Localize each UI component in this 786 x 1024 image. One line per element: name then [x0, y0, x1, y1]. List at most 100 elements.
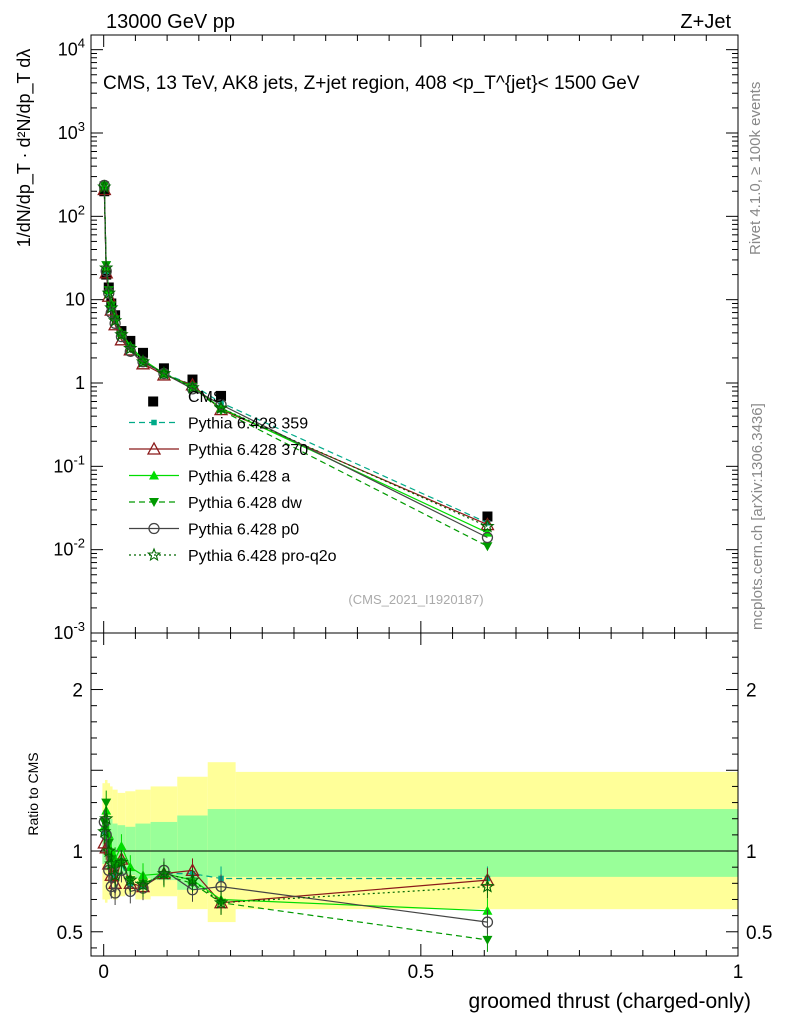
legend-marker-pq2o	[146, 547, 162, 562]
ratio-point-pq2o	[135, 877, 151, 892]
y-tick-label: 102	[58, 202, 85, 226]
cms-data-point	[216, 390, 227, 401]
main-panel: 10-3 10-2 10-1 1 10 102 103 104 CMS, 13 TeV, AK…	[53, 34, 739, 643]
ratio-point-pq2o	[101, 843, 116, 858]
main-point-pq2o	[135, 354, 151, 368]
legend-marker-pa	[149, 470, 159, 480]
legend-marker-pdw	[149, 498, 159, 507]
ratio-point-pq2o	[185, 872, 200, 887]
main-point-pp0	[215, 398, 227, 411]
ratio-frame	[90, 632, 739, 957]
ratio-y-axis-label: Ratio to CMS	[25, 752, 41, 835]
ratio-point-pq2o	[480, 879, 495, 893]
main-point-pq2o	[156, 366, 172, 380]
ratio-point-pq2o	[104, 856, 119, 871]
main-frame	[90, 34, 739, 634]
ratio-point-pp0	[109, 887, 121, 899]
ratio-point-pq2o	[99, 811, 114, 825]
legend-label: Pythia 6.428 p0	[188, 522, 299, 539]
main-point-pq2o	[123, 340, 138, 355]
ratio-point-pq2o	[108, 867, 123, 882]
main-point-pp0	[186, 383, 199, 395]
ratio-point-pa	[116, 841, 127, 851]
x-tick-label: 1	[733, 962, 744, 983]
main-point-pp0	[109, 317, 121, 329]
uncertainty-band-inner	[207, 809, 236, 877]
legend-label: Pythia 6.428 359	[188, 416, 308, 433]
main-point-pq2o	[185, 380, 200, 394]
ratio-y-tick-label-right: 2	[746, 681, 757, 702]
main-line-pq2o	[103, 186, 488, 527]
main-point-pdw	[106, 301, 117, 311]
main-point-pq2o	[99, 260, 114, 275]
ratio-y-tick-label: 1	[72, 842, 83, 863]
legend-label: Pythia 6.428 a	[188, 469, 290, 486]
main-line-pa	[103, 186, 488, 534]
ratio-point-pq2o	[213, 895, 229, 909]
main-point-pdw	[482, 542, 493, 552]
y-tick-exponent: -1	[73, 452, 85, 467]
y-tick-label: 10	[65, 290, 85, 310]
y-tick-exponent: 4	[78, 36, 85, 51]
main-point-pq2o	[213, 400, 229, 415]
mcplots-label: mcplots.cern.ch [arXiv:1306.3436]	[749, 403, 766, 630]
uncertainty-band-inner	[102, 821, 105, 864]
main-point-pp0	[115, 330, 128, 343]
ratio-point-pq2o	[123, 872, 138, 887]
main-line-p359	[103, 186, 488, 524]
main-point-pq2o	[104, 300, 119, 314]
main-point-pq2o	[114, 327, 129, 341]
legend: CMS Pythia 6.428 359 Pythia 6.428 370 Pythi…	[129, 389, 337, 565]
cms-data-point	[138, 347, 149, 358]
ratio-point-pa	[125, 862, 136, 872]
ratio-y-tick-label: 2	[72, 681, 83, 702]
cms-data-point	[482, 511, 493, 522]
main-line-p370	[103, 189, 488, 526]
ratio-point-pq2o	[97, 824, 112, 838]
cms-data-point	[148, 396, 159, 407]
y-tick-exponent: -2	[73, 536, 85, 551]
legend-marker-p370	[146, 441, 162, 455]
x-tick-label: 0.5	[408, 962, 434, 983]
header-energy: 13000 GeV pp	[106, 11, 235, 33]
x-axis-label: groomed thrust (charged-only)	[469, 990, 751, 1013]
legend-marker-pp0	[148, 522, 160, 535]
ratio-point-pdw	[101, 798, 112, 808]
main-point-pp0	[100, 265, 112, 277]
y-tick-exponent: 2	[78, 202, 85, 217]
ratio-point-pq2o	[114, 854, 129, 869]
legend-label: Pythia 6.428 pro-q2o	[188, 548, 337, 565]
y-tick-exponent: -3	[73, 619, 85, 634]
y-tick-label: 10-2	[53, 536, 85, 560]
ratio-point-pp0	[481, 916, 494, 928]
main-point-pp0	[481, 531, 494, 544]
y-tick-label: 10-3	[53, 619, 85, 643]
main-point-pq2o	[107, 313, 123, 327]
y-tick-label: 103	[58, 119, 85, 143]
plot-title: CMS, 13 TeV, AK8 jets, Z+jet region, 408…	[103, 73, 640, 94]
ratio-y-tick-label-right: 1	[746, 842, 757, 863]
legend-marker-p359	[151, 419, 157, 426]
y-tick-exponent: 3	[78, 119, 85, 134]
x-tick-label: 0	[98, 962, 109, 983]
legend-label: Pythia 6.428 370	[188, 442, 308, 459]
analysis-watermark: (CMS_2021_I1920187)	[348, 592, 483, 607]
ratio-point-pdw	[482, 935, 493, 945]
rivet-version-label: Rivet 4.1.0, ≥ 100k events	[747, 82, 764, 255]
ratio-y-tick-label: 0.5	[57, 923, 83, 944]
main-y-axis-label: 1/dN/dp_T · d²N/dp_T dλ	[14, 49, 35, 247]
y-tick-label: 1	[75, 373, 85, 393]
y-tick-label: 10-1	[53, 452, 85, 476]
ratio-y-tick-label-right: 0.5	[746, 923, 772, 944]
main-point-pp0	[124, 345, 136, 357]
main-line-pp0	[103, 185, 488, 539]
main-point-pq2o	[101, 285, 116, 300]
legend-label: Pythia 6.428 dw	[188, 495, 302, 512]
ratio-panel: 0.5 0.51 12 20 0.5 1	[57, 632, 772, 983]
main-point-pq2o	[97, 179, 112, 193]
main-point-pq2o	[480, 518, 495, 533]
uncertainty-band-inner	[112, 823, 118, 871]
ratio-point-pq2o	[156, 866, 172, 880]
main-point-p359	[484, 520, 491, 526]
